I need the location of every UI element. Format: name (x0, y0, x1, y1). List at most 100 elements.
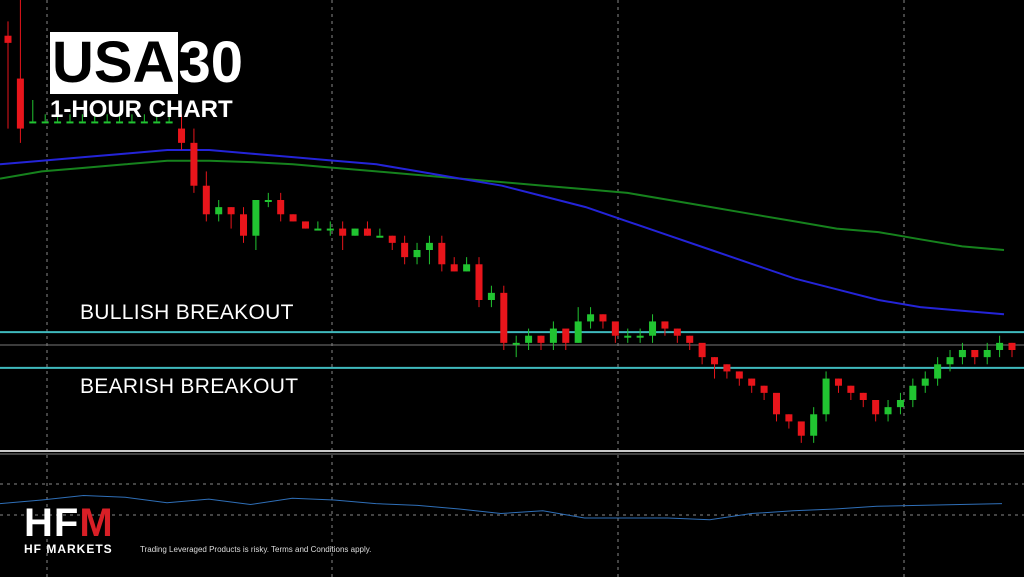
candle-body (78, 121, 86, 124)
candle-body (153, 121, 161, 124)
candle-body (562, 328, 570, 343)
candle-body (401, 242, 409, 258)
candle-body (438, 242, 446, 265)
chart-subtitle: 1-HOUR CHART (50, 96, 233, 123)
candle-body (686, 335, 694, 343)
candle-body (128, 121, 136, 124)
oscillator-panel (0, 494, 1003, 521)
candle-body (4, 35, 12, 43)
moving-averages (0, 149, 1005, 316)
candle-body (909, 385, 917, 400)
chart-title: USA30 (50, 32, 243, 94)
candle-body (537, 335, 545, 343)
candle-body (549, 328, 557, 343)
candle-body (178, 128, 186, 143)
candle-body (636, 335, 644, 338)
candle-body (822, 378, 830, 415)
candle-body (810, 414, 818, 436)
candle-body (748, 378, 756, 386)
candle-body (884, 407, 892, 415)
candle-body (252, 200, 260, 236)
risk-disclaimer: Trading Leveraged Products is risky. Ter… (140, 545, 372, 554)
candle-body (463, 264, 471, 272)
candle-body (215, 207, 223, 215)
candle-body (587, 314, 595, 322)
candle-body (785, 414, 793, 422)
candle-body (450, 264, 458, 272)
candle-body (983, 350, 991, 358)
candle-body (326, 228, 334, 231)
candle-body (525, 335, 533, 343)
candle-body (847, 385, 855, 393)
bearish-breakout-label: BEARISH BREAKOUT (80, 375, 299, 398)
hfm-logo: HFM (24, 501, 114, 545)
candle-body (103, 121, 111, 124)
candle-body (921, 378, 929, 386)
title-symbol: USA (50, 32, 179, 94)
candle-body (240, 214, 248, 236)
ma-fast-line (0, 149, 1005, 316)
candle-body (772, 392, 780, 415)
candle-body (41, 121, 49, 124)
candle-body (301, 221, 309, 229)
candles (4, 0, 1016, 443)
candle-body (54, 121, 62, 124)
candle-body (934, 364, 942, 379)
candle-body (500, 292, 508, 343)
title-number: 30 (178, 30, 243, 95)
candle-body (475, 264, 483, 300)
candle-body (425, 242, 433, 250)
ma-slow-line (0, 159, 1005, 251)
candle-body (723, 364, 731, 372)
candle-body (29, 121, 37, 124)
candle-body (834, 378, 842, 386)
candle-body (971, 350, 979, 358)
candle-body (611, 321, 619, 336)
candle-body (760, 385, 768, 393)
candle-body (512, 342, 520, 345)
candle-body (946, 357, 954, 365)
candle-body (351, 228, 359, 236)
candle-body (859, 392, 867, 400)
candle-body (202, 185, 210, 215)
candle-body (116, 121, 124, 124)
candle-body (388, 235, 396, 243)
candle-body (16, 78, 24, 129)
candle-body (289, 214, 297, 222)
candle-body (958, 350, 966, 358)
candle-body (227, 207, 235, 215)
candle-body (487, 292, 495, 300)
candle-body (165, 121, 173, 124)
candle-body (574, 321, 582, 343)
candle-body (698, 342, 706, 358)
candle-body (624, 335, 632, 338)
candle-body (66, 121, 74, 124)
candle-body (711, 357, 719, 365)
candle-body (91, 121, 99, 124)
candle-body (190, 142, 198, 186)
candle-body (277, 200, 285, 215)
candle-body (735, 371, 743, 379)
candle-body (872, 400, 880, 415)
brand-name: HF MARKETS (24, 542, 113, 556)
candle-body (264, 200, 272, 202)
oscillator-line (0, 494, 1003, 521)
bullish-breakout-label: BULLISH BREAKOUT (80, 301, 294, 324)
candle-body (413, 250, 421, 258)
candle-body (314, 228, 322, 231)
candle-body (376, 235, 384, 238)
candle-body (140, 121, 148, 124)
candle-body (673, 328, 681, 336)
candle-body (896, 400, 904, 408)
candle-body (797, 421, 805, 436)
candle-body (339, 228, 347, 236)
candle-body (363, 228, 371, 236)
candle-body (661, 321, 669, 329)
candle-body (649, 321, 657, 336)
candle-body (599, 314, 607, 322)
candle-body (996, 342, 1004, 350)
candle-body (1008, 342, 1016, 350)
